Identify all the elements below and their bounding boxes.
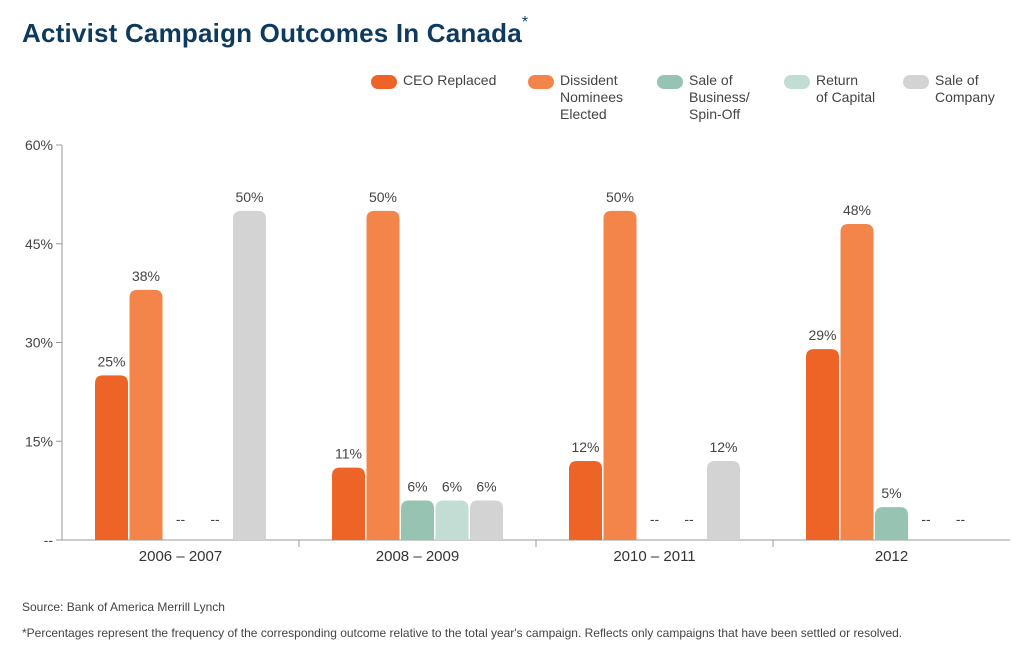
y-tick-label: 15% — [25, 433, 53, 449]
y-tick-label: 45% — [25, 236, 53, 252]
bar-value-label: 12% — [709, 439, 737, 455]
legend-label-dissident-nominees: Dissident Nominees Elected — [560, 72, 624, 122]
bar-value-label: 6% — [476, 479, 496, 495]
legend-item-dissident-nominees: Dissident Nominees Elected — [528, 72, 623, 123]
bar — [435, 500, 469, 540]
source-note: Source: Bank of America Merrill Lynch — [22, 600, 225, 614]
bar — [470, 500, 503, 540]
bar-value-label: 38% — [132, 268, 160, 284]
bar — [569, 461, 602, 540]
chart-title-text: Activist Campaign Outcomes In Canada — [22, 18, 522, 48]
bar — [332, 467, 365, 540]
bar-value-label: 48% — [843, 202, 871, 218]
chart-value-labels: 25% 38% -- -- 50% 11% 50% 6% 6% 6% 12% 50% -- -- 12% 29… — [97, 189, 965, 527]
bar — [875, 507, 908, 540]
x-tick-label: 2010 – 2011 — [613, 548, 695, 565]
legend-label-return-of-capital: Return of Capital — [816, 72, 876, 105]
bar — [366, 210, 400, 541]
legend-item-return-of-capital: Return of Capital — [784, 72, 875, 106]
legend-item-sale-of-company: Sale of Company — [903, 72, 995, 106]
legend-label-sale-of-company: Sale of Company — [935, 72, 995, 105]
bar — [401, 500, 434, 540]
x-tick-label: 2012 — [875, 548, 908, 565]
chart-bars — [95, 210, 908, 541]
bar-value-label: 12% — [571, 439, 599, 455]
bar-value-label: 50% — [606, 189, 634, 205]
bar-missing-label: -- — [176, 511, 186, 527]
x-tick-label: 2006 – 2007 — [139, 548, 222, 565]
bar — [233, 210, 266, 541]
y-tick-label: 60% — [25, 137, 53, 153]
legend-item-ceo-replaced: CEO Replaced — [371, 72, 496, 89]
title-footnote-mark: * — [521, 14, 529, 31]
bar-value-label: 50% — [235, 189, 263, 205]
footnote: *Percentages represent the frequency of … — [22, 626, 903, 640]
bar-missing-label: -- — [956, 511, 966, 527]
legend-swatch-dissident-nominees — [528, 75, 554, 89]
y-tick-label: 30% — [25, 335, 53, 351]
legend-swatch-sale-of-company — [903, 75, 929, 89]
bar-value-label: 29% — [808, 327, 836, 343]
bar-missing-label: -- — [921, 511, 931, 527]
legend-label-ceo-replaced: CEO Replaced — [403, 72, 497, 88]
bar — [129, 289, 163, 540]
x-tick-label: 2008 – 2009 — [376, 548, 459, 565]
bar — [95, 375, 128, 540]
legend-swatch-ceo-replaced — [371, 75, 397, 89]
bar-value-label: 25% — [97, 353, 125, 369]
legend-item-sale-of-business: Sale of Business/ Spin-Off — [657, 72, 750, 123]
bar — [806, 349, 839, 540]
chart-title: Activist Campaign Outcomes In Canada* — [22, 14, 528, 49]
chart-axes: -- 15% 30% 45% 60% 2006 – 2007 2008 – 2009 2010… — [25, 137, 1010, 565]
bar-value-label: 50% — [369, 189, 397, 205]
bar-value-label: 6% — [442, 479, 462, 495]
bar-missing-label: -- — [684, 511, 694, 527]
legend-swatch-return-of-capital — [784, 75, 810, 89]
bar — [840, 224, 874, 540]
bar — [603, 210, 637, 541]
y-tick-label: -- — [44, 532, 54, 548]
bar-missing-label: -- — [650, 511, 660, 527]
bar-value-label: 6% — [407, 479, 427, 495]
bar-value-label: 5% — [881, 485, 901, 501]
bar-value-label: 11% — [335, 446, 362, 462]
bar-missing-label: -- — [210, 511, 220, 527]
legend-label-sale-of-business: Sale of Business/ Spin-Off — [689, 72, 750, 122]
legend-swatch-sale-of-business — [657, 75, 683, 89]
bar — [707, 461, 740, 540]
